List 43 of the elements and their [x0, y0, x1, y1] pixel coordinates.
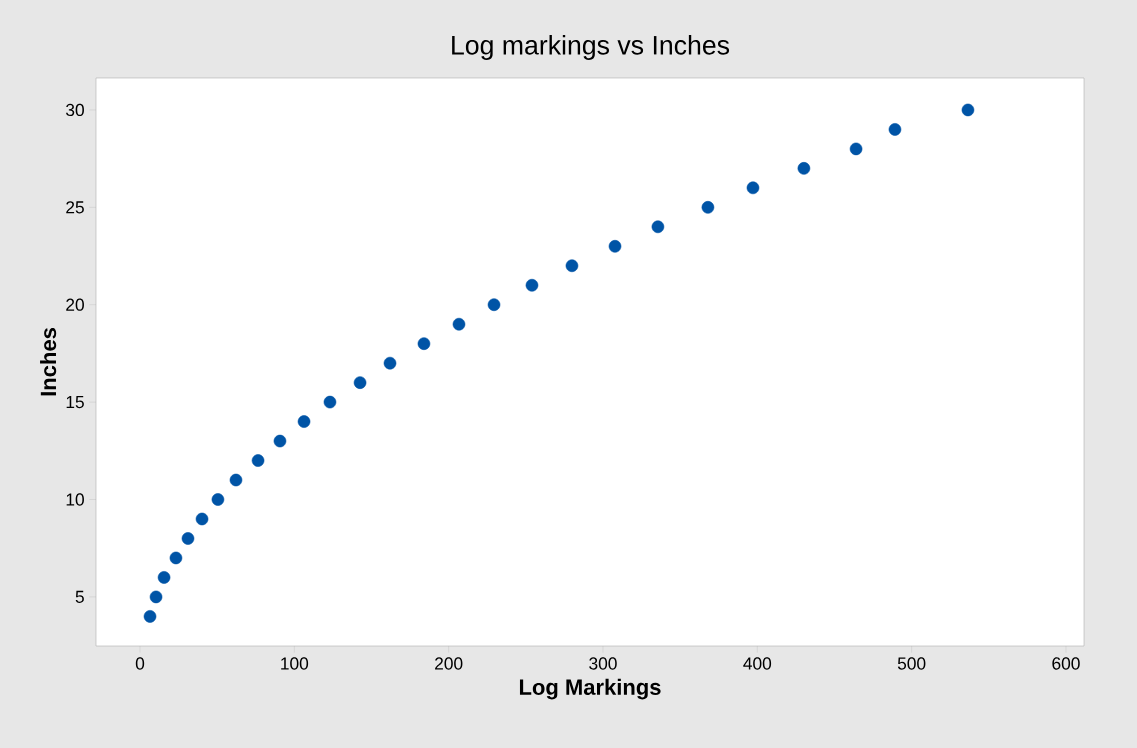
- point: [157, 571, 171, 584]
- point: [608, 240, 622, 253]
- point: [746, 181, 760, 195]
- point: [353, 376, 367, 389]
- x-tick-label: 400: [743, 657, 772, 670]
- x-tick-label: 600: [1052, 657, 1080, 670]
- x-axis-title: Log Markings: [519, 678, 661, 700]
- point: [149, 590, 163, 604]
- x-tick-label: 300: [589, 657, 617, 670]
- point: [701, 201, 715, 214]
- x-tick-label: 200: [435, 657, 463, 670]
- point: [383, 356, 397, 370]
- point: [273, 434, 287, 448]
- point: [961, 103, 975, 117]
- x-tick-label: 500: [897, 657, 926, 670]
- point: [297, 415, 311, 428]
- point: [417, 337, 431, 350]
- x-tick-label: 100: [281, 657, 309, 670]
- point: [169, 551, 183, 565]
- y-tick-label: 25: [66, 201, 84, 214]
- point: [525, 278, 539, 292]
- point: [181, 532, 195, 545]
- point: [323, 395, 337, 409]
- point: [195, 512, 209, 526]
- chart-title: Log markings vs Inches: [452, 35, 730, 60]
- point: [888, 123, 902, 136]
- point: [849, 142, 863, 156]
- point: [487, 298, 501, 311]
- x-tick-label: 0: [135, 657, 145, 670]
- point: [565, 259, 579, 273]
- y-axis-title: Inches: [40, 328, 57, 396]
- point: [229, 473, 243, 487]
- y-tick-label: 5: [75, 590, 84, 603]
- point: [251, 454, 265, 467]
- y-tick-label: 10: [66, 493, 84, 506]
- point: [651, 220, 665, 234]
- point: [797, 162, 811, 175]
- y-tick-label: 20: [66, 298, 84, 311]
- point: [452, 317, 466, 331]
- y-tick-label: 15: [66, 396, 84, 409]
- point: [143, 610, 157, 623]
- y-tick-label: 30: [66, 103, 84, 117]
- point: [211, 493, 225, 506]
